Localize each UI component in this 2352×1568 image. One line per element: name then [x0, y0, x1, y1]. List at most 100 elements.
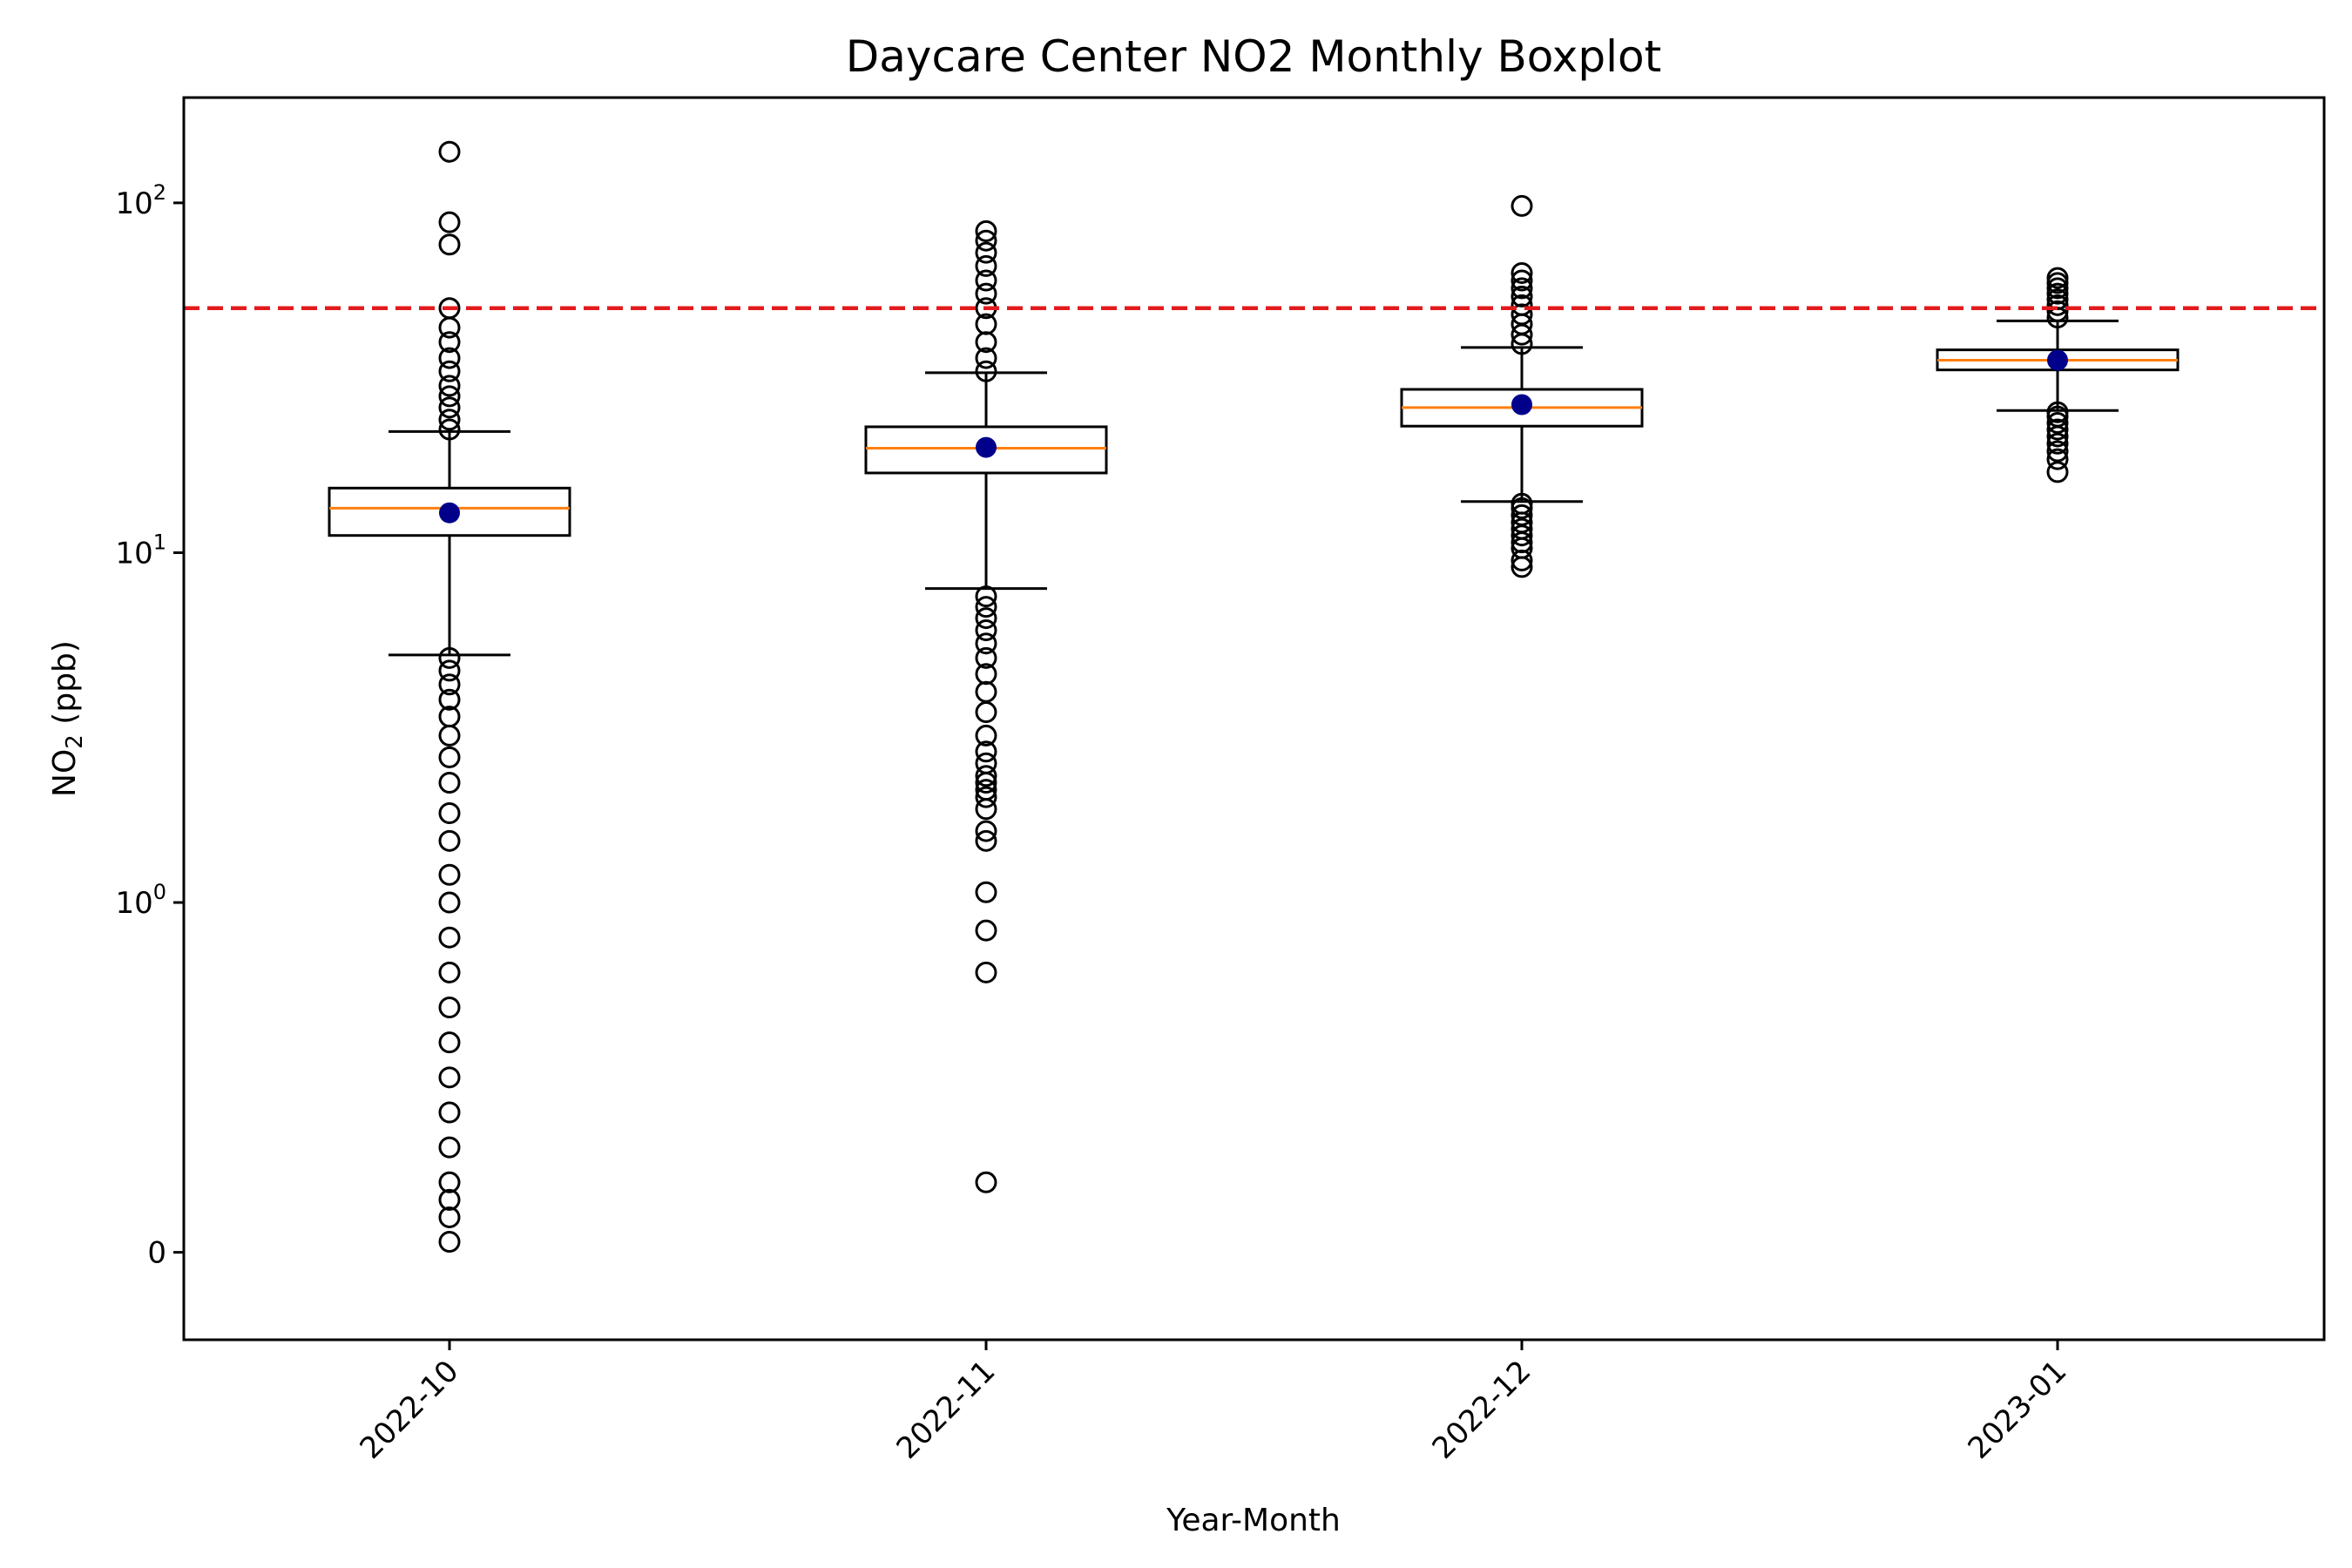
outlier-point	[438, 1231, 461, 1254]
outlier-point	[438, 140, 461, 163]
outlier-point	[438, 659, 461, 682]
outlier-point	[438, 802, 461, 825]
outlier-point	[975, 829, 997, 852]
outlier-point	[438, 891, 461, 914]
outlier-point	[438, 396, 461, 419]
outlier-point	[438, 385, 461, 408]
y-tick-label: 100	[115, 880, 166, 921]
outlier-point	[2046, 401, 2069, 423]
outlier-point	[438, 211, 461, 233]
mean-marker	[2047, 349, 2068, 371]
outlier-point	[438, 360, 461, 382]
outlier-point	[2046, 411, 2069, 434]
box-iqr	[328, 486, 571, 537]
outlier-point	[2046, 282, 2069, 305]
outlier-point	[975, 765, 997, 787]
y-tick-label: 102	[115, 180, 166, 221]
outlier-point	[975, 596, 997, 618]
outlier-point	[438, 706, 461, 728]
outlier-point	[975, 881, 997, 903]
outlier-point	[2046, 277, 2069, 300]
outlier-point	[975, 646, 997, 669]
outlier-point	[975, 663, 997, 686]
outlier-point	[2046, 440, 2069, 463]
outlier-point	[438, 409, 461, 431]
outlier-point	[438, 673, 461, 696]
outlier-point	[2046, 418, 2069, 441]
outlier-point	[975, 360, 997, 382]
outlier-point	[438, 1206, 461, 1228]
outlier-point	[975, 313, 997, 335]
outlier-point	[975, 779, 997, 801]
outlier-point	[438, 1188, 461, 1211]
outlier-point	[438, 829, 461, 852]
outlier-point	[975, 740, 997, 763]
outlier-point	[975, 241, 997, 264]
outlier-point	[1511, 277, 1533, 300]
outlier-point	[975, 220, 997, 242]
outlier-point	[975, 752, 997, 774]
box-iqr	[864, 425, 1108, 475]
outlier-point	[438, 347, 461, 369]
chart-title: Daycare Center NO2 Monthly Boxplot	[846, 31, 1661, 82]
outlier-point	[438, 375, 461, 397]
outlier-point	[438, 688, 461, 711]
y-axis-label: NO2 (ppb)	[47, 640, 88, 797]
outlier-point	[975, 724, 997, 747]
plot-frame	[182, 96, 2326, 1342]
plot-area	[184, 140, 2324, 1254]
mean-marker	[439, 502, 460, 524]
outlier-point	[438, 418, 461, 441]
outlier-point	[975, 919, 997, 942]
outlier-point	[438, 646, 461, 669]
outlier-point	[438, 1171, 461, 1193]
outlier-point	[438, 746, 461, 768]
outlier-point	[975, 229, 997, 252]
outlier-point	[975, 269, 997, 292]
outlier-point	[975, 254, 997, 277]
outlier-point	[975, 607, 997, 630]
outlier-point	[438, 1101, 461, 1124]
x-axis-label: Year-Month	[1166, 1503, 1341, 1538]
outlier-point	[438, 233, 461, 256]
outlier-point	[2046, 267, 2069, 289]
outlier-point	[1511, 294, 1533, 316]
outlier-point	[438, 772, 461, 794]
outlier-point	[438, 926, 461, 949]
outlier-point	[438, 997, 461, 1019]
outlier-point	[975, 347, 997, 369]
outlier-point	[438, 331, 461, 354]
outlier-point	[438, 297, 461, 320]
outlier-point	[2046, 300, 2069, 322]
y-tick-label: 0	[147, 1236, 166, 1271]
outlier-point	[1511, 504, 1533, 526]
outlier-point	[438, 961, 461, 983]
outlier-point	[2046, 448, 2069, 470]
outlier-point	[1511, 492, 1533, 515]
outlier-point	[1511, 261, 1533, 284]
outlier-point	[975, 1171, 997, 1193]
outlier-point	[975, 632, 997, 655]
outlier-point	[2046, 461, 2069, 483]
outlier-point	[975, 585, 997, 608]
outlier-point	[975, 820, 997, 842]
outlier-point	[1511, 517, 1533, 540]
outlier-point	[1511, 269, 1533, 292]
outlier-point	[975, 786, 997, 808]
mean-marker	[976, 436, 997, 458]
outlier-point	[975, 282, 997, 305]
outlier-point	[975, 619, 997, 642]
outlier-point	[975, 961, 997, 983]
outlier-point	[2046, 432, 2069, 455]
y-tick-label: 101	[115, 530, 166, 571]
outlier-point	[438, 1031, 461, 1054]
outlier-point	[438, 1066, 461, 1089]
outlier-point	[2046, 294, 2069, 316]
mean-marker	[1511, 394, 1532, 416]
outlier-point	[438, 863, 461, 886]
outlier-point	[1511, 194, 1533, 217]
outlier-point	[1511, 285, 1533, 308]
outlier-point	[438, 1136, 461, 1159]
